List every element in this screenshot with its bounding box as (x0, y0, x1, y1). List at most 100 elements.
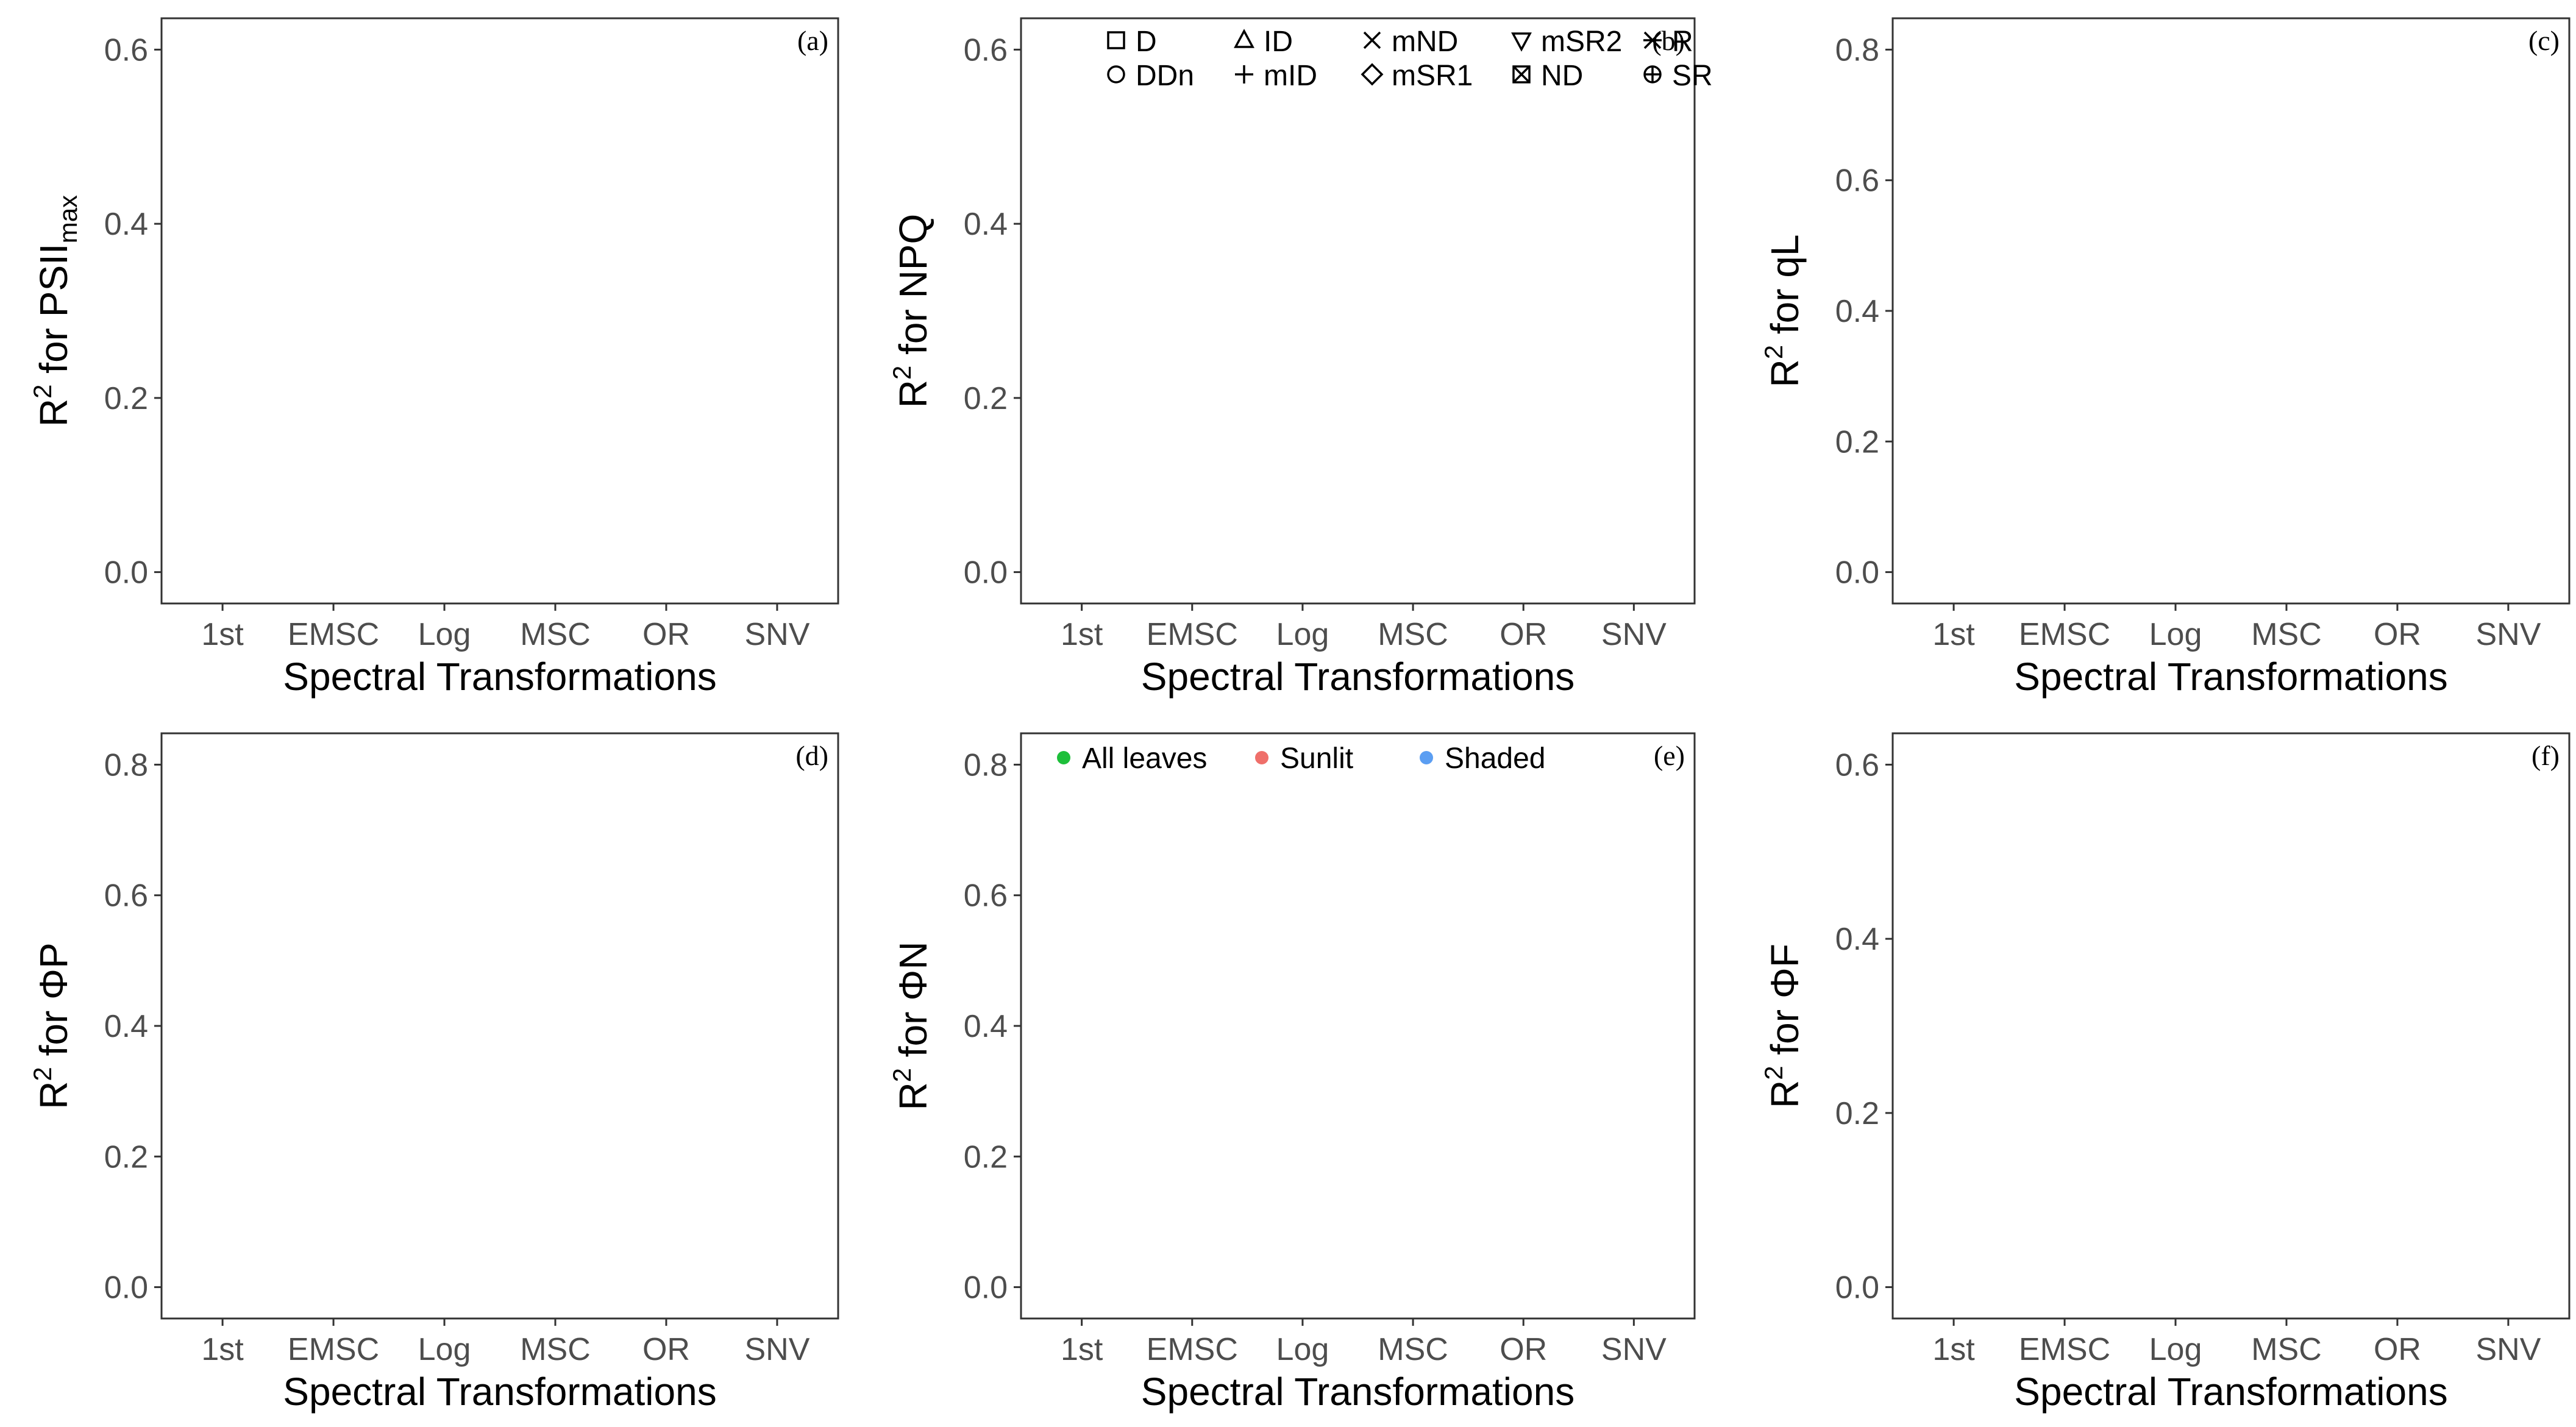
y-tick-label: 0.8 (1835, 32, 1879, 68)
legend-key-ddn (1107, 65, 1125, 84)
x-tick-label: SNV (2475, 617, 2541, 652)
y-tick-label: 0.0 (1835, 555, 1879, 591)
panel-tag: (f) (2532, 740, 2560, 771)
x-tick-label: Log (418, 617, 471, 652)
legend-key-msr2 (1511, 32, 1532, 52)
panel-e: DDID(e)0.00.20.40.60.81stEMSCLogMSCORSNV… (888, 732, 1696, 1414)
x-tick-label: 1st (1932, 617, 1975, 652)
panel-tag: (b) (1652, 25, 1685, 56)
legend-group-label: Sunlit (1280, 742, 1353, 775)
x-tick-label: Log (418, 1332, 471, 1367)
x-tick-label: 1st (1061, 617, 1103, 652)
x-tick-label: EMSC (288, 617, 379, 652)
x-tick-label: MSC (520, 617, 591, 652)
x-axis-title: Spectral Transformations (2014, 1370, 2447, 1414)
legend-key-msr1 (1361, 63, 1384, 86)
legend-key-id (1234, 29, 1254, 48)
x-axis-title: Spectral Transformations (283, 655, 716, 699)
legend-dot-sunlit (1255, 751, 1268, 764)
legend-key-r (1643, 31, 1662, 49)
legend-group-label: All leaves (1082, 742, 1207, 775)
legend-key-sr (1643, 65, 1662, 84)
legend-key-d (1107, 31, 1125, 49)
x-tick-label: 1st (201, 1332, 244, 1367)
y-tick-label: 0.0 (1835, 1270, 1879, 1306)
y-tick-label: 0.2 (104, 1139, 148, 1175)
legend-dot-all-leaves (1057, 751, 1070, 764)
legend-dot-shaded (1420, 751, 1433, 764)
y-tick-label: 0.4 (964, 1009, 1008, 1044)
x-tick-label: MSC (2251, 617, 2322, 652)
y-tick-label: 0.6 (1835, 747, 1879, 783)
x-tick-label: Log (1276, 1332, 1329, 1367)
x-tick-label: EMSC (1147, 617, 1238, 652)
x-tick-label: 1st (201, 617, 244, 652)
legend-key-nd (1512, 65, 1531, 84)
x-tick-label: EMSC (1147, 1332, 1238, 1367)
legend-label-mnd: mND (1392, 26, 1458, 58)
y-tick-label: 0.4 (1835, 922, 1879, 957)
x-tick-label: MSC (2251, 1332, 2322, 1367)
y-tick-label: 0.0 (104, 1270, 148, 1306)
y-axis-title: R2 for ΦP (28, 942, 76, 1109)
panel-border (160, 732, 839, 1320)
x-tick-label: OR (1500, 617, 1547, 652)
x-tick-label: OR (642, 1332, 690, 1367)
legend-label-r: R (1672, 26, 1693, 58)
y-tick-label: 0.4 (1835, 294, 1879, 329)
panel-a: mNDDDnND(a)0.00.20.40.61stEMSCLogMSCORSN… (28, 17, 839, 699)
x-tick-label: Log (2149, 617, 2202, 652)
panel-border (1020, 17, 1696, 605)
x-tick-label: OR (1500, 1332, 1547, 1367)
legend-label-id: ID (1264, 26, 1293, 58)
x-axis-title: Spectral Transformations (1141, 655, 1574, 699)
y-tick-label: 0.2 (1835, 1096, 1879, 1131)
panel-b: ND DDn ID (b) 0.0 0.2 0.4 0.6 1st EMSC Log MSC OR SNV… (888, 17, 1713, 699)
panel-border (160, 17, 839, 605)
x-tick-label: 1st (1932, 1332, 1975, 1367)
x-tick-label: OR (642, 617, 690, 652)
y-tick-label: 0.4 (964, 207, 1008, 242)
x-tick-label: OR (2374, 617, 2421, 652)
shape-legend-background (1094, 22, 1692, 95)
panel-d: NDDDnDDn(d)0.00.20.40.60.81stEMSCLogMSCO… (28, 732, 839, 1414)
y-axis-title: R2 for PSIImax (28, 195, 82, 427)
x-tick-label: MSC (520, 1332, 591, 1367)
x-tick-label: 1st (1061, 1332, 1103, 1367)
y-tick-label: 0.8 (964, 747, 1008, 783)
x-tick-label: MSC (1378, 1332, 1448, 1367)
legend-label-mid: mID (1264, 60, 1317, 92)
y-tick-label: 0.6 (1835, 163, 1879, 199)
panel-border (1891, 732, 2571, 1320)
legend-label-msr2: mSR2 (1541, 26, 1622, 58)
y-tick-label: 0.6 (964, 878, 1008, 914)
legend-key-mid (1235, 65, 1253, 84)
y-tick-label: 0.8 (104, 747, 148, 783)
legend-key-mnd (1363, 31, 1381, 49)
y-tick-label: 0.2 (964, 1139, 1008, 1175)
panel-tag: (e) (1654, 740, 1685, 771)
y-tick-label: 0.0 (964, 555, 1008, 591)
x-axis-title: Spectral Transformations (1141, 1370, 1574, 1414)
panel-tag: (c) (2528, 25, 2560, 56)
panel-c: mSR1NDmSR1(c)0.00.20.40.60.81stEMSCLogMS… (1759, 17, 2571, 699)
x-tick-label: SNV (2475, 1332, 2541, 1367)
legend-label-ddn: DDn (1136, 60, 1194, 92)
x-tick-label: OR (2374, 1332, 2421, 1367)
x-tick-label: EMSC (288, 1332, 379, 1367)
panel-border (1891, 17, 2571, 605)
legend-label-d: D (1136, 26, 1157, 58)
x-axis-title: Spectral Transformations (2014, 655, 2447, 699)
y-axis-title: R2 for ΦF (1759, 944, 1807, 1108)
y-tick-label: 0.2 (1835, 424, 1879, 460)
y-tick-label: 0.4 (104, 1009, 148, 1044)
panel-f: DmNDND(f)0.00.20.40.61stEMSCLogMSCORSNVS… (1759, 732, 2571, 1414)
x-tick-label: MSC (1378, 617, 1448, 652)
y-tick-label: 0.0 (104, 555, 148, 591)
y-tick-label: 0.6 (104, 32, 148, 68)
legend-group-label: Shaded (1445, 742, 1546, 775)
x-tick-label: SNV (744, 1332, 809, 1367)
x-tick-label: SNV (1601, 617, 1667, 652)
